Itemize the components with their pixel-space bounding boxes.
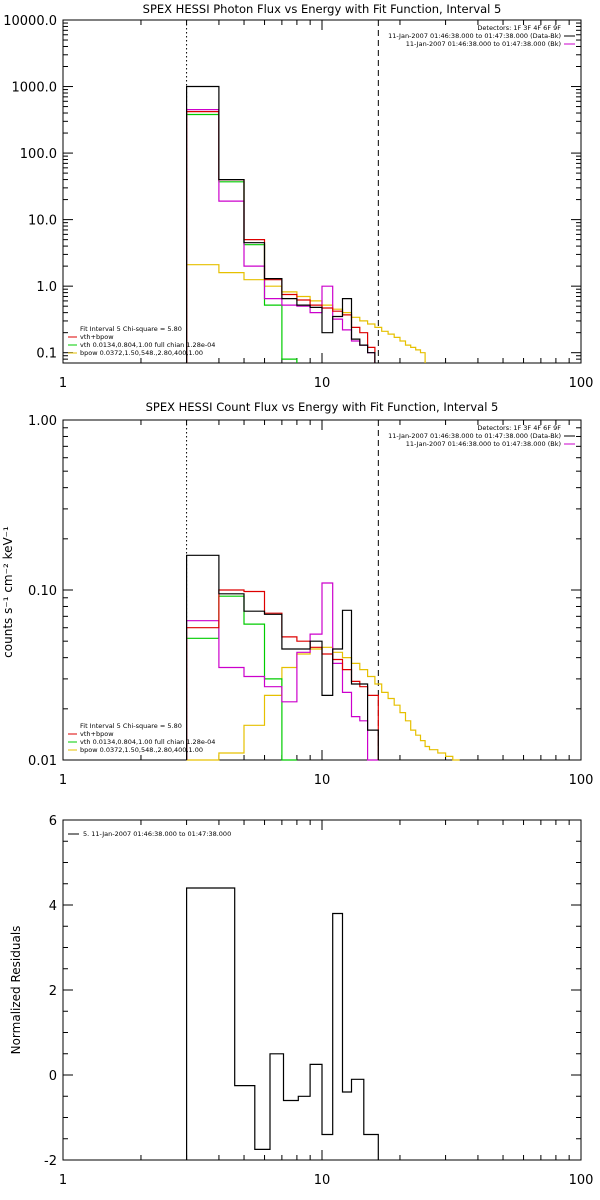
series-data-line — [186, 554, 379, 760]
y-tick-label: 10.0 — [28, 214, 57, 229]
y-tick-label: 4 — [49, 899, 57, 914]
y-tick-label: 0 — [49, 1069, 57, 1084]
header-text: Detectors: 1F 3F 4F 6F 9F — [477, 424, 561, 432]
y-tick-label: 0.1 — [36, 347, 57, 362]
y-tick-label: 1000.0 — [12, 81, 58, 96]
residuals-y-axis-label: Normalized Residuals — [9, 926, 23, 1055]
photon-flux-panel: SPEX HESSI Photon Flux vs Energy with Fi… — [3, 2, 593, 391]
y-tick-label: -2 — [44, 1154, 57, 1169]
fit-legend-text: bpow 0.0372,1.50,548.,2.80,400,1.00 — [80, 349, 203, 357]
header-text: 11-Jan-2007 01:46:38.000 to 01:47:38.000… — [406, 440, 561, 448]
series-bpow-line — [186, 646, 460, 761]
x-tick-label: 100 — [569, 1173, 594, 1188]
fit-legend-text: bpow 0.0372,1.50,548.,2.80,400,1.00 — [80, 746, 203, 754]
x-tick-label: 100 — [569, 773, 594, 788]
header-text: Detectors: 1F 3F 4F 6F 9F — [477, 24, 561, 32]
x-tick-label: 10 — [314, 376, 331, 391]
series-total-line — [186, 111, 376, 363]
y-tick-label: 6 — [49, 814, 57, 829]
x-tick-label: 1 — [59, 1173, 67, 1188]
x-tick-label: 10 — [314, 1173, 331, 1188]
count-flux-y-axis-label: counts s⁻¹ cm⁻² keV⁻¹ — [1, 526, 15, 658]
fit-legend-text: Fit Interval 5 Chi-square = 5.80 — [80, 722, 182, 730]
series-vth-line — [186, 595, 297, 761]
count-flux-title: SPEX HESSI Count Flux vs Energy with Fit… — [146, 400, 499, 414]
header-text: 11-Jan-2007 01:46:38.000 to 01:47:38.000… — [388, 32, 561, 40]
series-data-line — [186, 85, 376, 363]
series-bk-line — [186, 109, 376, 363]
y-tick-label: 10000.0 — [3, 14, 57, 29]
fit-legend-text: vth 0.0134,0.804,1.00 full chian 1.28e-0… — [80, 341, 215, 349]
x-tick-label: 1 — [59, 376, 67, 391]
residual-legend-text: 5. 11-Jan-2007 01:46:38.000 to 01:47:38.… — [83, 830, 231, 838]
x-tick-label: 10 — [314, 773, 331, 788]
y-tick-label: 1.0 — [36, 280, 57, 295]
series-bpow-line — [186, 264, 426, 363]
y-tick-label: 100.0 — [20, 147, 57, 162]
fit-legend-text: vth 0.0134,0.804,1.00 full chian 1.28e-0… — [80, 738, 215, 746]
count-flux-panel: SPEX HESSI Count Flux vs Energy with Fit… — [1, 400, 593, 788]
header-text: 11-Jan-2007 01:46:38.000 to 01:47:38.000… — [406, 40, 561, 48]
series-vth-line — [186, 113, 298, 363]
fit-legend-text: vth+bpow — [80, 730, 114, 738]
fit-legend-text: Fit Interval 5 Chi-square = 5.80 — [80, 325, 182, 333]
y-tick-label: 0.10 — [28, 584, 57, 599]
x-tick-label: 1 — [59, 773, 67, 788]
series-data-line — [186, 887, 379, 1160]
x-tick-label: 100 — [569, 376, 594, 391]
photon-flux-title: SPEX HESSI Photon Flux vs Energy with Fi… — [143, 2, 502, 16]
y-tick-label: 2 — [49, 984, 57, 999]
y-tick-label: 1.00 — [28, 414, 57, 429]
header-text: 11-Jan-2007 01:46:38.000 to 01:47:38.000… — [388, 432, 561, 440]
fit-legend-text: vth+bpow — [80, 333, 114, 341]
residuals-panel: Normalized Residuals 1 10 100 -2 0 2 4 6 5. 11-J… — [9, 814, 593, 1188]
series-bk-line — [186, 582, 379, 761]
y-tick-label: 0.01 — [28, 754, 57, 769]
